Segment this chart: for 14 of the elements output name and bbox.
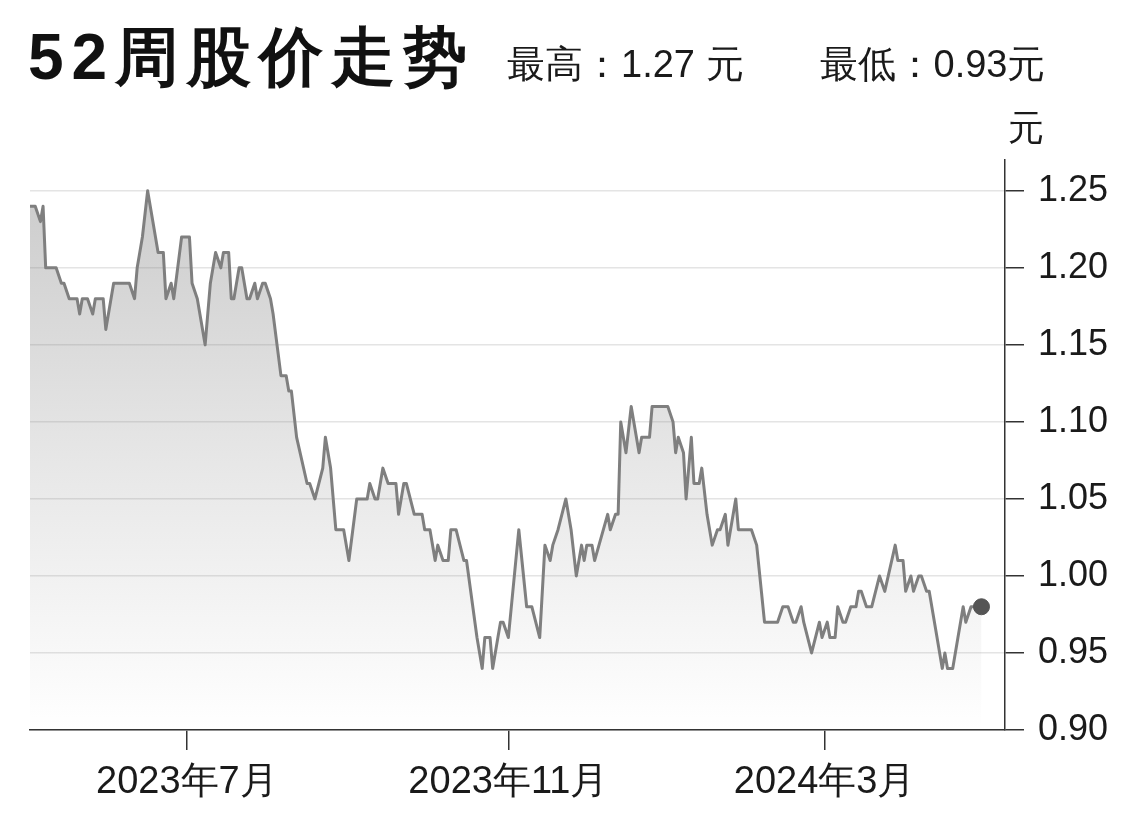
y-tick-label: 0.95 bbox=[1038, 629, 1109, 671]
y-tick-label: 1.20 bbox=[1038, 244, 1109, 286]
x-tick-label: 2023年11月 bbox=[408, 759, 609, 802]
x-tick-label: 2024年3月 bbox=[733, 759, 916, 802]
y-axis-title: 元 bbox=[1008, 107, 1044, 148]
chart-subtitle: 最高：1.27 元 最低：0.93元 bbox=[507, 42, 1046, 87]
y-tick-label: 1.00 bbox=[1038, 552, 1109, 594]
y-tick-label: 1.25 bbox=[1038, 167, 1109, 209]
chart-title: 52周股价走势 bbox=[28, 21, 476, 93]
y-tick-label: 1.05 bbox=[1038, 475, 1109, 517]
y-tick-label: 1.10 bbox=[1038, 398, 1109, 440]
y-tick-label: 0.90 bbox=[1038, 706, 1109, 748]
y-tick-label: 1.15 bbox=[1038, 321, 1109, 363]
x-tick-label: 2023年7月 bbox=[96, 759, 278, 802]
